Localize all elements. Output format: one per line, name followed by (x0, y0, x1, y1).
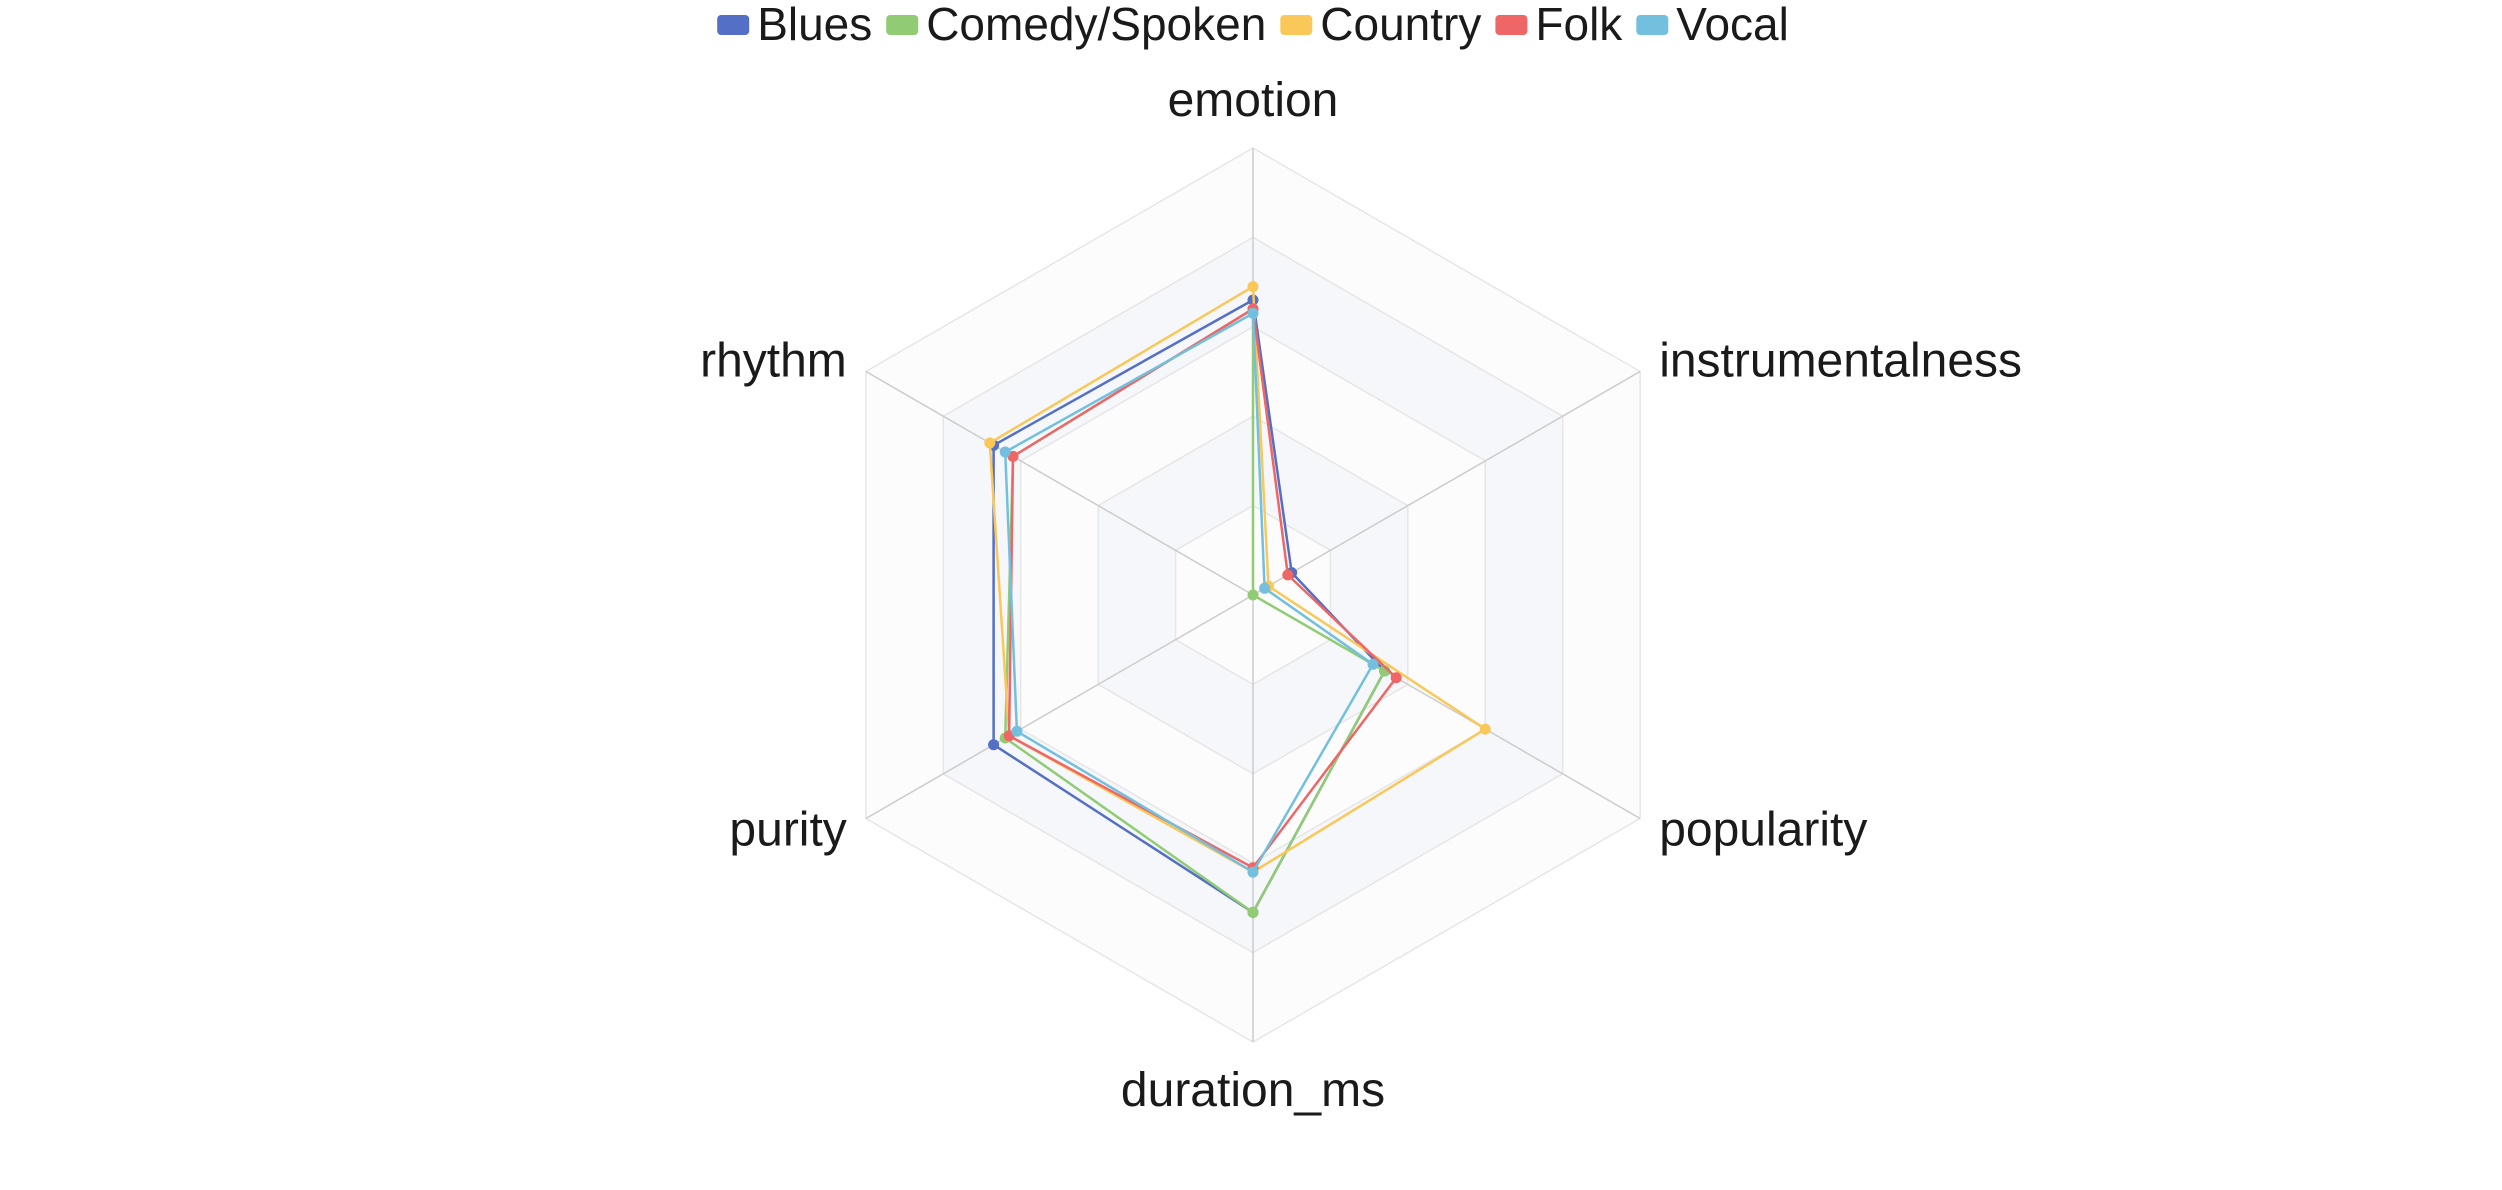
point-folk-instrumentalness[interactable] (1282, 569, 1294, 581)
point-vocal-popularity[interactable] (1367, 658, 1379, 670)
point-vocal-purity[interactable] (1011, 725, 1023, 737)
legend-item-blues[interactable]: Blues (717, 0, 872, 50)
point-vocal-emotion[interactable] (1247, 307, 1259, 319)
radar-background-bands (865, 147, 1641, 1043)
legend-label-country: Country (1320, 0, 1481, 50)
axis-label-instrumentalness: instrumentalness (1659, 335, 2022, 388)
legend-item-folk[interactable]: Folk (1495, 0, 1623, 50)
point-country-rhythm[interactable] (984, 437, 996, 449)
point-comedy-spoken-instrumentalness[interactable] (1247, 589, 1259, 601)
legend-swatch-comedy-spoken (886, 15, 919, 35)
legend-label-folk: Folk (1535, 0, 1623, 50)
legend-label-comedy-spoken: Comedy/Spoken (926, 0, 1266, 50)
axis-spoke-rhythm (865, 370, 1254, 596)
radar-band-3 (1020, 326, 1486, 864)
point-blues-purity[interactable] (988, 739, 1000, 751)
radar-series (984, 281, 1491, 918)
radar-axis-labels: emotion instrumentalness popularity duratio… (700, 74, 2022, 1117)
legend-swatch-folk (1495, 15, 1528, 35)
axis-label-emotion: emotion (1168, 74, 1339, 127)
axis-label-purity: purity (729, 804, 846, 857)
point-vocal-duration_ms[interactable] (1247, 866, 1259, 878)
point-comedy-spoken-duration_ms[interactable] (1247, 906, 1259, 918)
legend-swatch-vocal (1636, 15, 1669, 35)
legend-item-country[interactable]: Country (1280, 0, 1481, 50)
series-vocal (999, 307, 1379, 878)
axis-label-rhythm: rhythm (700, 335, 847, 388)
legend-swatch-country (1280, 15, 1313, 35)
point-vocal-instrumentalness[interactable] (1259, 582, 1271, 594)
legend-label-blues: Blues (757, 0, 872, 50)
legend: Blues Comedy/Spoken Country Folk Vocal (717, 0, 1789, 50)
point-vocal-rhythm[interactable] (999, 446, 1011, 458)
legend-item-comedy-spoken[interactable]: Comedy/Spoken (886, 0, 1266, 50)
point-country-popularity[interactable] (1479, 723, 1491, 735)
radar-band-2 (1098, 416, 1408, 774)
axis-label-duration_ms: duration_ms (1121, 1064, 1385, 1117)
axis-label-popularity: popularity (1659, 804, 1867, 857)
legend-item-vocal[interactable]: Vocal (1636, 0, 1789, 50)
point-country-emotion[interactable] (1247, 281, 1259, 293)
axis-spoke-instrumentalness (1252, 370, 1641, 596)
legend-swatch-blues (717, 15, 750, 35)
axis-spoke-purity (865, 594, 1254, 820)
point-folk-popularity[interactable] (1390, 672, 1402, 684)
legend-label-vocal: Vocal (1676, 0, 1789, 50)
